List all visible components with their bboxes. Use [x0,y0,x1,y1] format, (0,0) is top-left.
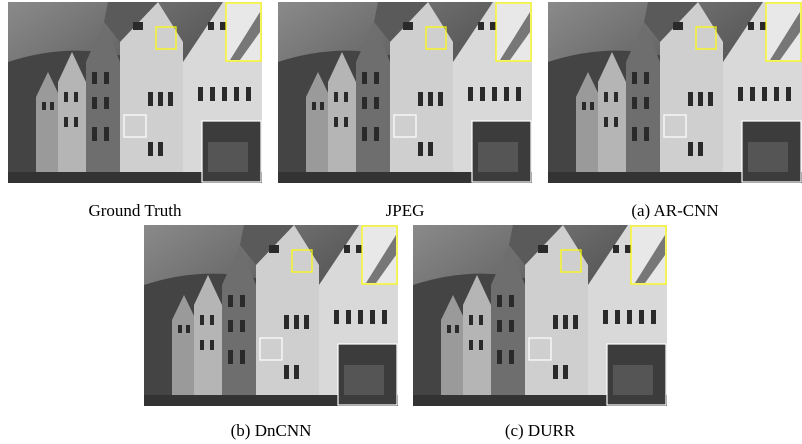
caption: (c) DURR [413,421,667,441]
caption: Ground Truth [8,201,262,221]
image-panel [413,225,667,406]
caption: (a) AR-CNN [548,201,802,221]
image-panel [8,2,262,183]
image-panel [278,2,532,183]
figure: Ground Truth JPEG (a) AR-CNN (b) DnCNN (… [0,0,802,444]
caption: JPEG [278,201,532,221]
caption: (b) DnCNN [144,421,398,441]
image-panel [144,225,398,406]
image-panel [548,2,802,183]
